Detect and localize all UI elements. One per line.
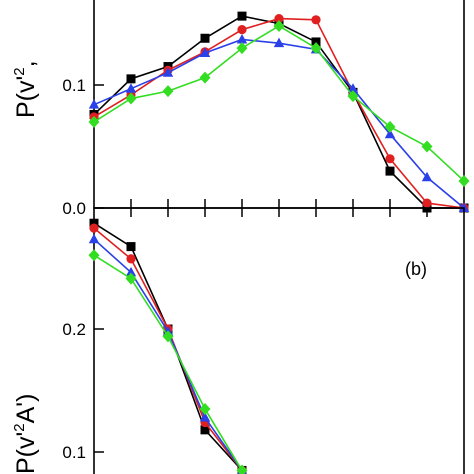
panel-a-ylabel: P(v'2, (11, 60, 40, 118)
panel-a-series-line-diamond (93, 25, 465, 182)
panel-b: 0.1 0.2 (b) P(v'2A') (11, 207, 465, 474)
panel-a-ytick-label: 0.1 (62, 76, 86, 95)
panel-b-point-triangle (88, 233, 100, 244)
panel-b-point-square (89, 218, 99, 228)
panel-b-ytick-label: 0.1 (62, 443, 86, 462)
panel-b-point-diamond (199, 402, 211, 415)
panel-a-point-diamond (347, 90, 359, 103)
panel-a-point-square (311, 37, 321, 47)
panel-b-series-line-triangle (93, 238, 243, 471)
panel-b-ylabel-main: P(v' (12, 432, 40, 474)
panel-a-point-diamond (162, 85, 174, 98)
panel-a-point-square (126, 74, 136, 84)
panel-b-point-square (126, 242, 136, 252)
panel-a-point-triangle (347, 83, 359, 93)
panel-b-tag: (b) (405, 259, 427, 279)
panel-a-point-circle (274, 13, 284, 24)
panel-b-point-circle (89, 223, 99, 233)
panel-a-point-circle (237, 25, 247, 35)
panel-b-point-diamond (236, 464, 248, 474)
panel-a-ylabel-main: P(v' (12, 76, 40, 118)
panel-a-point-triangle (88, 99, 100, 109)
panel-a-point-diamond (458, 174, 470, 187)
panel-a-point-diamond (310, 42, 322, 55)
panel-a-ylabel-rest: , (12, 60, 40, 67)
panel-a-point-circle (385, 154, 395, 164)
panel-a-point-circle (422, 198, 432, 208)
panel-a-point-diamond (421, 140, 433, 153)
panel-a-point-square (200, 33, 210, 43)
panel-b-point-diamond (162, 330, 174, 343)
panel-b-ylabel-rest: A') (12, 394, 40, 424)
panel-b-ylabel-sup: 2 (11, 423, 28, 431)
panel-b-point-diamond (88, 249, 100, 262)
panel-a-point-triangle (125, 83, 137, 93)
panel-a-point-diamond (88, 115, 100, 128)
panel-a-point-diamond (384, 120, 396, 133)
panel-a: 0.0 0.1 P(v'2, (11, 0, 470, 218)
panel-b-point-diamond (125, 272, 137, 285)
panel-a-point-triangle (236, 33, 248, 44)
panel-b-point-triangle (125, 266, 137, 277)
panel-b-point-square (200, 425, 210, 435)
panel-a-point-circle (311, 15, 321, 25)
panel-a-point-diamond (199, 71, 211, 84)
panel-a-point-triangle (384, 128, 396, 139)
panel-a-point-triangle (421, 171, 433, 182)
panel-a-point-square (385, 166, 395, 176)
panel-a-point-triangle (273, 37, 285, 48)
panel-a-point-diamond (236, 42, 248, 55)
panel-a-series-line-triangle (93, 38, 465, 209)
panel-a-ytick-label: 0.0 (62, 199, 86, 218)
panel-a-point-diamond (125, 92, 137, 105)
panel-b-point-triangle (199, 412, 211, 422)
panel-a-ylabel-sup: 2 (11, 67, 28, 75)
panel-b-ytick-label: 0.2 (62, 320, 86, 339)
panel-a-point-square (237, 11, 247, 21)
panel-b-frame (93, 207, 465, 474)
panel-a-point-diamond (273, 19, 285, 32)
panel-a-point-triangle (162, 67, 174, 77)
panel-b-point-circle (126, 254, 136, 264)
panel-a-point-triangle (199, 47, 211, 58)
panel-b-ylabel: P(v'2A') (11, 394, 40, 474)
